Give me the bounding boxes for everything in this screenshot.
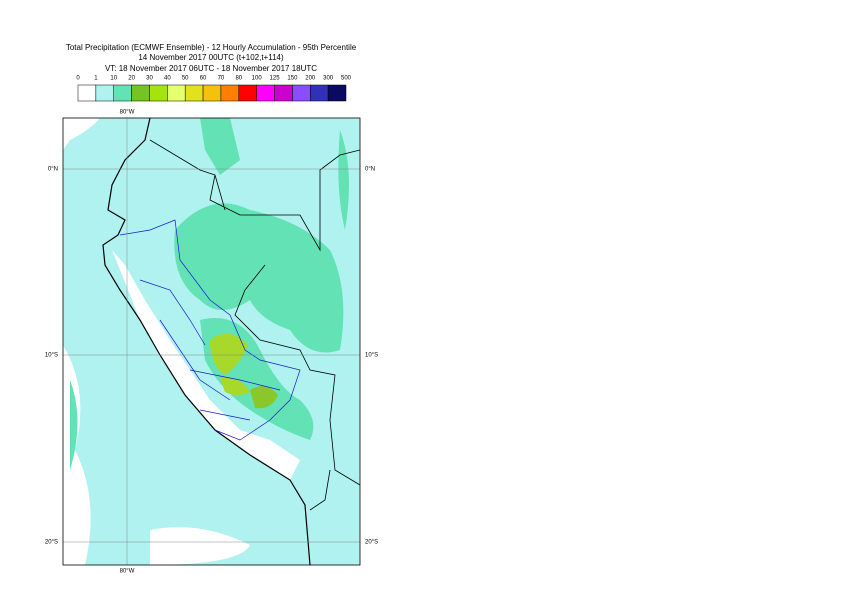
heavy-rain (250, 386, 278, 409)
colorbar-box (238, 84, 257, 102)
colorbar-label: 500 (341, 76, 352, 82)
colorbar-label: 125 (270, 76, 281, 82)
dry-area (63, 118, 100, 150)
heavy-rain (220, 377, 250, 395)
colorbar-box (202, 84, 222, 102)
colorbar-label: 60 (200, 76, 207, 82)
colorbar-label: 1 (94, 76, 98, 82)
graticule (63, 118, 360, 565)
rain-area (174, 203, 344, 353)
colorbar-box (95, 84, 114, 102)
colorbar-label: 50 (182, 76, 189, 82)
colorbar: 0 1 10 20 30 40 50 60 70 80 100 125 150 200 300 500 (76, 76, 352, 102)
colorbar-box (274, 84, 293, 102)
region-border (119, 219, 301, 441)
colorbar-label: 100 (252, 76, 263, 82)
colorbar-label: 10 (110, 76, 117, 82)
colorbar-box (184, 84, 204, 102)
dry-area (112, 250, 300, 480)
border (149, 139, 360, 511)
coastline (102, 118, 311, 565)
colorbar-box (77, 84, 97, 102)
colorbar-box (220, 84, 240, 102)
base-time: 14 November 2017 00UTC (t+102,t+114) (138, 53, 284, 62)
lat-label: 10°S (365, 353, 378, 359)
lon-label: 80°W (120, 110, 135, 116)
colorbar-box (327, 84, 347, 102)
map (63, 118, 360, 565)
lon-label: 80°W (120, 569, 135, 575)
heavy-rain (210, 333, 248, 375)
colorbar-label: 20 (128, 76, 135, 82)
lat-label: 20°S (45, 540, 58, 546)
colorbar-label: 0 (76, 76, 80, 82)
lat-label: 10°S (45, 353, 58, 359)
colorbar-box (310, 84, 329, 102)
colorbar-label: 150 (287, 76, 298, 82)
colorbar-label: 40 (164, 76, 171, 82)
dry-area (63, 345, 91, 565)
colorbar-label: 30 (146, 76, 153, 82)
colorbar-label: 70 (218, 76, 225, 82)
colorbar-label: 300 (323, 76, 334, 82)
lat-label: 0°N (48, 167, 58, 173)
colorbar-box (149, 84, 168, 102)
valid-time: VT: 18 November 2017 06UTC - 18 November… (105, 64, 317, 73)
colorbar-box (131, 84, 150, 102)
title: Total Precipitation (ECMWF Ensemble) - 1… (66, 43, 357, 52)
colorbar-box (256, 84, 275, 102)
colorbar-box (113, 84, 132, 102)
colorbar-label: 200 (305, 76, 316, 82)
colorbar-box (292, 84, 311, 102)
map-frame (62, 117, 361, 566)
colorbar-box (167, 84, 186, 102)
colorbar-label: 80 (235, 76, 242, 82)
lat-label: 0°N (365, 167, 375, 173)
rain-area (200, 118, 240, 175)
lat-label: 20°S (365, 540, 378, 546)
dry-area (150, 527, 250, 565)
